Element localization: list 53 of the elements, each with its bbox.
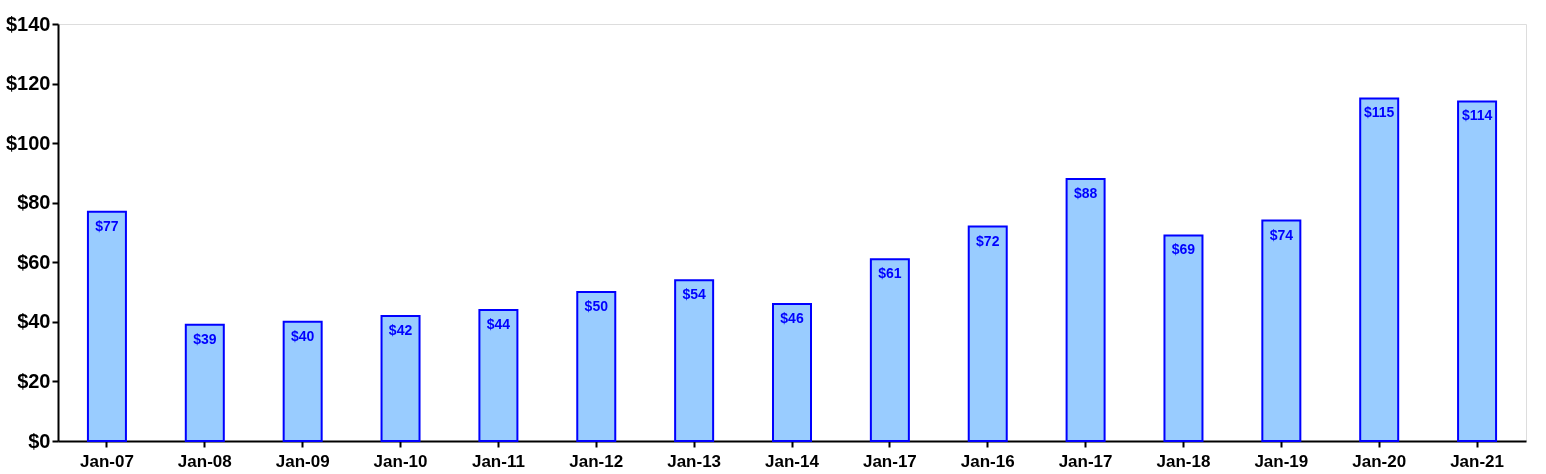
data-label: $74 [1269, 226, 1294, 243]
bar [184, 323, 225, 442]
x-tick-label: Jan-09 [275, 451, 330, 471]
data-label: $77 [95, 217, 119, 234]
x-tick-label: Jan-10 [373, 451, 428, 471]
data-label: $44 [486, 315, 511, 332]
bar [576, 291, 617, 442]
bar [1065, 177, 1106, 442]
y-tick-label: $40 [17, 310, 51, 333]
data-label: $46 [780, 309, 804, 326]
y-tick-label: $140 [6, 12, 51, 35]
y-tick-label: $20 [17, 369, 51, 392]
x-tick-label: Jan-16 [960, 451, 1015, 471]
bar [1163, 234, 1204, 442]
x-tick-label: Jan-14 [765, 451, 820, 471]
bar [86, 210, 127, 442]
bar [1457, 100, 1498, 442]
x-tick-label: Jan-08 [177, 451, 232, 471]
bar [282, 320, 323, 442]
data-label: $40 [290, 327, 315, 344]
x-tick-label: Jan-13 [667, 451, 722, 471]
data-label: $72 [976, 232, 1000, 249]
bar [478, 308, 519, 442]
y-tick-label: $0 [28, 429, 51, 452]
x-tick-label: Jan-11 [471, 451, 525, 471]
data-label: $69 [1171, 241, 1196, 258]
x-tick-label: Jan-21 [1450, 451, 1504, 471]
data-label: $42 [388, 321, 413, 338]
data-label: $61 [878, 265, 902, 282]
bar [772, 302, 812, 442]
y-tick-label: $60 [17, 250, 51, 273]
y-tick-label: $120 [6, 72, 51, 95]
data-label: $39 [193, 330, 217, 347]
x-tick-label: Jan-17 [1058, 451, 1113, 471]
y-tick-label: $80 [17, 191, 51, 214]
bar [1261, 219, 1302, 442]
bar [380, 314, 421, 442]
x-tick-label: Jan-12 [569, 451, 624, 471]
bar [869, 258, 910, 442]
x-tick-label: Jan-07 [80, 451, 134, 471]
x-tick-label: Jan-20 [1352, 451, 1407, 471]
bar [1359, 97, 1400, 442]
y-tick-label: $100 [6, 131, 51, 154]
data-label: $88 [1073, 184, 1098, 201]
data-label: $54 [682, 286, 707, 303]
x-tick-label: Jan-18 [1156, 451, 1211, 471]
data-label: $114 [1461, 107, 1493, 124]
data-label: $50 [584, 298, 609, 315]
x-tick-label: Jan-17 [862, 451, 917, 471]
data-label: $115 [1364, 104, 1395, 121]
bar [967, 225, 1008, 442]
bar [674, 279, 715, 442]
x-tick-label: Jan-19 [1254, 451, 1309, 471]
